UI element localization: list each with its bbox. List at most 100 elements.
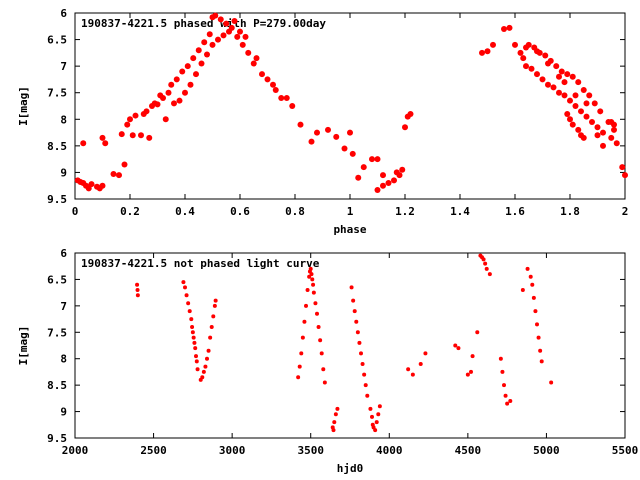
unphased-data-point	[304, 303, 308, 308]
unphased-ytick-label: 7	[60, 300, 67, 313]
phased-data-point	[399, 166, 406, 173]
phased-data-point	[160, 95, 166, 102]
phased-xtick-label: 1.6	[505, 205, 525, 218]
phased-data-point	[223, 20, 230, 27]
unphased-data-point	[360, 362, 365, 366]
unphased-data-point	[194, 354, 198, 359]
unphased-data-point	[498, 356, 503, 361]
unphased-data-point	[331, 428, 336, 433]
phased-xtick-label: 1	[347, 205, 354, 218]
unphased-data-point	[418, 362, 423, 366]
unphased-data-point	[374, 420, 379, 425]
phased-data-point	[542, 52, 549, 59]
unphased-data-point	[302, 319, 307, 324]
phased-data-point	[85, 185, 92, 192]
unphased-data-point	[465, 372, 470, 377]
unphased-data-point	[502, 383, 506, 388]
unphased-xaxis-label: hjd0	[337, 462, 364, 475]
unphased-data-point	[377, 404, 382, 409]
phased-data-point	[129, 132, 136, 139]
unphased-data-point	[354, 319, 359, 324]
phased-data-point	[556, 89, 562, 96]
unphased-data-point	[305, 288, 310, 292]
unphased-xtick-label: 3000	[219, 444, 246, 457]
phased-data-point	[193, 71, 199, 78]
phased-data-point	[132, 112, 139, 119]
unphased-data-point	[194, 359, 199, 364]
phased-xaxis-label: phase	[333, 223, 366, 236]
phased-data-point	[556, 73, 562, 80]
phased-data-point	[506, 24, 513, 31]
unphased-xtick-label: 2500	[140, 444, 167, 457]
phased-data-point	[545, 60, 551, 67]
unphased-xtick-label: 5000	[533, 444, 560, 457]
phased-data-point	[179, 68, 186, 75]
unphased-data-point	[296, 375, 301, 380]
phased-data-point	[242, 33, 249, 40]
phased-data-point	[138, 132, 144, 139]
unphased-data-point	[183, 285, 187, 290]
phased-data-point	[369, 156, 375, 163]
phased-xtick-label: 0.2	[120, 205, 140, 218]
unphased-data-point	[186, 301, 191, 306]
unphased-xtick-label: 4500	[455, 444, 482, 457]
phased-data-point	[99, 134, 106, 141]
phased-data-point	[622, 172, 628, 179]
unphased-data-point	[470, 354, 475, 359]
unphased-data-point	[535, 322, 539, 327]
phased-ytick-label: 8	[60, 113, 67, 126]
unphased-data-point	[362, 372, 367, 377]
unphased-data-point	[209, 325, 214, 329]
unphased-data-point	[376, 412, 381, 417]
unphased-data-point	[308, 266, 313, 271]
phased-data-point	[484, 48, 491, 55]
unphased-data-point	[531, 295, 536, 300]
unphased-data-point	[208, 335, 213, 340]
phased-data-point	[245, 49, 252, 56]
phased-data-point	[283, 95, 290, 102]
phased-data-point	[165, 89, 172, 96]
unphased-data-point	[505, 401, 510, 406]
unphased-data-point	[483, 261, 488, 266]
phased-xtick-label: 1.2	[395, 205, 415, 218]
phased-data-point	[567, 116, 573, 123]
unphased-xtick-label: 2000	[62, 444, 89, 457]
phased-yaxis-label: I[mag]	[17, 86, 30, 126]
unphased-data-point	[135, 293, 140, 298]
phased-data-point	[143, 108, 150, 115]
unphased-data-point	[203, 364, 208, 369]
unphased-data-point	[368, 406, 373, 411]
phased-ytick-label: 9.5	[47, 193, 67, 206]
phased-data-point	[289, 103, 296, 109]
unphased-data-point	[520, 288, 525, 292]
unphased-data-point	[469, 369, 473, 374]
unphased-data-point	[300, 335, 305, 340]
phased-data-point	[490, 41, 496, 48]
phased-data-point	[168, 81, 175, 88]
unphased-data-point	[410, 372, 415, 377]
phased-data-point	[583, 113, 590, 120]
unphased-data-point	[530, 282, 535, 287]
phased-data-point	[523, 63, 529, 70]
phased-data-point	[325, 126, 331, 133]
phased-data-point	[600, 129, 606, 136]
phased-data-point	[613, 140, 620, 147]
phased-data-point	[594, 132, 601, 139]
unphased-plot-frame	[74, 252, 626, 439]
phased-data-point	[575, 79, 582, 86]
unphased-data-point	[406, 367, 411, 372]
unphased-data-point	[357, 340, 362, 345]
unphased-data-point	[192, 340, 197, 345]
phased-data-point	[201, 39, 208, 46]
phased-data-point	[355, 174, 362, 181]
unphased-data-point	[363, 383, 368, 388]
phased-data-point	[586, 92, 593, 99]
phased-data-point	[215, 36, 221, 43]
unphased-data-point	[322, 380, 327, 385]
phased-data-point	[564, 110, 571, 117]
phased-data-point	[237, 28, 243, 35]
phased-data-point	[558, 68, 565, 75]
unphased-data-point	[316, 325, 321, 329]
phased-ytick-label: 7.5	[47, 87, 67, 100]
unphased-data-point	[508, 399, 513, 403]
